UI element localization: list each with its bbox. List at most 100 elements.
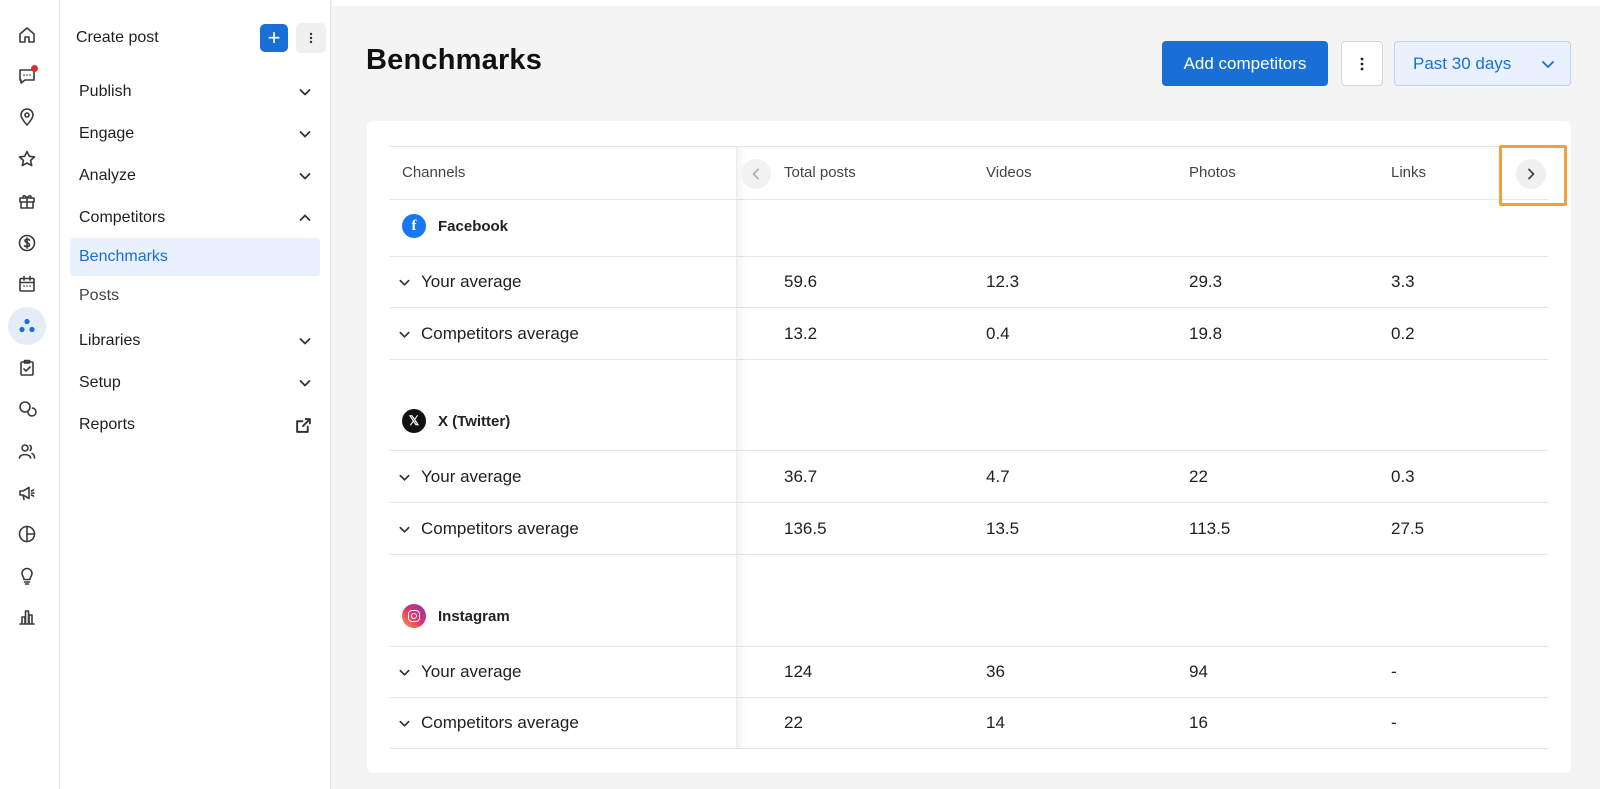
- cell-value: 14: [986, 713, 1005, 732]
- sidebar-item-setup[interactable]: Setup: [70, 364, 320, 402]
- create-post-more-button[interactable]: [296, 23, 326, 53]
- date-range-select[interactable]: Past 30 days: [1394, 41, 1571, 86]
- chevron-left-icon: [752, 168, 759, 180]
- sidebar-item-publish[interactable]: Publish: [70, 73, 320, 111]
- row-label: Competitors average: [421, 519, 579, 538]
- column-header-photos[interactable]: Photos: [1189, 164, 1236, 181]
- x-logo-icon: 𝕏: [402, 409, 426, 433]
- sidebar-item-label: Publish: [79, 83, 132, 100]
- create-post-button[interactable]: +: [260, 24, 288, 52]
- channel-name: Facebook: [438, 217, 509, 235]
- cell-value: 19.8: [1189, 324, 1223, 343]
- chevron-down-icon: [399, 331, 410, 338]
- add-competitors-button[interactable]: Add competitors: [1162, 41, 1328, 86]
- inbox-icon[interactable]: [8, 57, 46, 95]
- row-divider: [390, 502, 1548, 503]
- pie-chart-icon[interactable]: [8, 515, 46, 553]
- dollar-icon[interactable]: [8, 224, 46, 262]
- sidebar-item-label: Posts: [79, 287, 120, 304]
- task-icon[interactable]: [8, 349, 46, 387]
- gift-icon[interactable]: [8, 182, 46, 220]
- cell-value: 0.4: [986, 324, 1010, 343]
- cell-value: 36: [986, 662, 1005, 681]
- sidebar-item-libraries[interactable]: Libraries: [70, 322, 320, 360]
- sidebar-item-label: Analyze: [79, 167, 136, 184]
- chat-icon[interactable]: [8, 390, 46, 428]
- cell-value: 12.3: [986, 272, 1020, 291]
- chevron-up-icon: [299, 214, 311, 221]
- column-header-links[interactable]: Links: [1391, 164, 1427, 181]
- sidebar-item-reports[interactable]: Reports: [70, 406, 320, 444]
- chevron-down-icon: [399, 279, 410, 286]
- cell-value: 29.3: [1189, 272, 1223, 291]
- chevron-down-icon: [299, 380, 311, 387]
- star-icon[interactable]: [8, 140, 46, 178]
- competitors-icon[interactable]: [8, 307, 46, 345]
- highlight-box: [1499, 145, 1567, 206]
- sidebar-item-analyze[interactable]: Analyze: [70, 157, 320, 195]
- lightbulb-icon[interactable]: [8, 557, 46, 595]
- cell-value: 22: [1189, 467, 1208, 486]
- row-divider: [390, 748, 1548, 749]
- chevron-down-icon: [399, 474, 410, 481]
- row-label: Your average: [421, 467, 522, 486]
- cell-value: 0.2: [1391, 324, 1415, 343]
- chevron-down-icon: [299, 131, 311, 138]
- row-label-expand[interactable]: Competitors average: [398, 519, 579, 539]
- icon-rail: [0, 0, 60, 789]
- external-link-icon: [296, 417, 311, 433]
- row-label-expand[interactable]: Competitors average: [398, 324, 579, 344]
- calendar-icon[interactable]: [8, 265, 46, 303]
- scroll-right-button[interactable]: [1516, 159, 1546, 189]
- page-title: Benchmarks: [366, 44, 543, 76]
- sidebar-item-posts[interactable]: Posts: [70, 277, 320, 315]
- megaphone-icon[interactable]: [8, 474, 46, 512]
- chevron-down-icon: [399, 669, 410, 676]
- sidebar-item-engage[interactable]: Engage: [70, 115, 320, 153]
- row-divider: [390, 199, 1548, 200]
- row-divider: [390, 450, 1548, 451]
- sidebar-item-label: Libraries: [79, 332, 141, 349]
- create-post-row: Create post +: [76, 22, 326, 54]
- kebab-icon: [309, 32, 313, 44]
- notification-dot: [31, 65, 38, 72]
- scroll-left-button[interactable]: [741, 159, 771, 189]
- cell-value: 27.5: [1391, 519, 1425, 538]
- chevron-down-icon: [299, 338, 311, 345]
- create-post-label[interactable]: Create post: [76, 29, 159, 46]
- channel-name: X (Twitter): [438, 412, 511, 430]
- sidebar: Create post + Publish Engage Analyze Com…: [60, 0, 331, 789]
- row-label-expand[interactable]: Your average: [398, 272, 522, 292]
- cell-value: 59.6: [784, 272, 818, 291]
- sidebar-item-benchmarks[interactable]: Benchmarks: [70, 238, 320, 276]
- row-label: Competitors average: [421, 324, 579, 343]
- cell-value: 3.3: [1391, 272, 1415, 291]
- row-label-expand[interactable]: Competitors average: [398, 713, 579, 733]
- sidebar-item-label: Engage: [79, 125, 135, 142]
- row-label-expand[interactable]: Your average: [398, 662, 522, 682]
- instagram-icon: [402, 604, 426, 628]
- cell-value: 13.2: [784, 324, 818, 343]
- sticky-column-shadow: [736, 147, 746, 749]
- row-label: Your average: [421, 272, 522, 291]
- cell-value: 36.7: [784, 467, 818, 486]
- home-icon[interactable]: [8, 16, 46, 54]
- row-divider: [390, 256, 1548, 257]
- row-label-expand[interactable]: Your average: [398, 467, 522, 487]
- location-pin-icon[interactable]: [8, 98, 46, 136]
- channel-facebook: f Facebook: [402, 214, 508, 238]
- cell-value: 113.5: [1189, 519, 1231, 538]
- row-divider: [390, 554, 1548, 555]
- column-header-total-posts[interactable]: Total posts: [784, 164, 856, 181]
- cell-value: 4.7: [986, 467, 1010, 486]
- cell-value: 136.5: [784, 519, 827, 538]
- sidebar-item-competitors[interactable]: Competitors: [70, 199, 320, 237]
- channel-name: Instagram: [438, 607, 510, 625]
- column-header-videos[interactable]: Videos: [986, 164, 1032, 181]
- bar-chart-icon[interactable]: [8, 598, 46, 636]
- people-icon[interactable]: [8, 432, 46, 470]
- chevron-down-icon: [299, 89, 311, 96]
- column-header-channels: Channels: [402, 164, 466, 181]
- facebook-icon: f: [402, 214, 426, 238]
- more-options-button[interactable]: [1341, 41, 1383, 86]
